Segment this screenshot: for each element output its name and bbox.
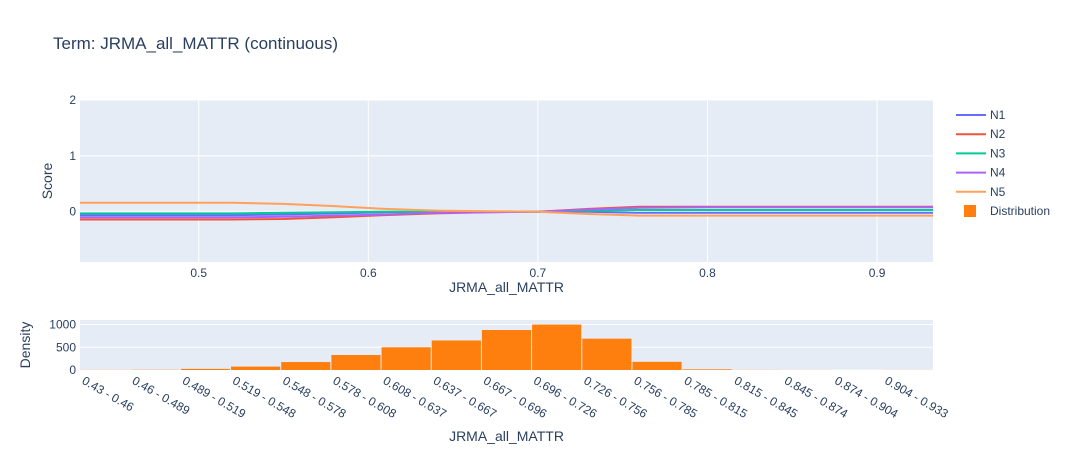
y-tick-label: 0 [69,205,76,219]
x-axis-title: JRMA_all_MATTR [449,279,564,295]
bar [281,362,331,370]
series-line-n5 [80,201,933,217]
x-axis-title: JRMA_all_MATTR [449,428,564,444]
y-tick-label: 1000 [49,318,76,332]
bar [481,330,532,370]
x-tick-label: 0.7 [530,266,547,280]
x-tick-label: 0.6 [360,266,377,280]
bar [431,340,481,370]
legend-label: N5 [990,185,1006,199]
y-axis-title: Density [17,322,33,369]
legend-item-n5: N5 [956,185,1006,199]
score-plot-background [80,100,933,262]
legend-label: N3 [990,146,1006,160]
y-tick-label: 1 [69,149,76,163]
y-tick-label: 0 [69,363,76,377]
legend-item-distribution: Distribution [964,204,1050,218]
legend: N1 N2 N3 N4 N5 Distribution [956,108,1050,218]
legend-label: N4 [990,166,1006,180]
legend-label: N1 [990,108,1006,122]
series-line-n4 [80,206,933,219]
legend-label: Distribution [990,204,1050,218]
bar [231,366,281,370]
bar [381,347,431,370]
legend-item-n4: N4 [956,166,1006,180]
y-tick-label: 2 [69,93,76,107]
bar [632,361,682,370]
x-tick-label: 0.8 [699,266,716,280]
y-tick-label: 500 [56,340,76,354]
legend-item-n1: N1 [956,108,1006,122]
bar [180,368,231,370]
bar [532,324,582,370]
legend-swatch [964,205,976,217]
score-plot: 0.5 0.6 0.7 0.8 0.9 0 1 2 JRMA_all_MATTR Score [39,93,933,295]
chart-title: Term: JRMA_all_MATTR (continuous) [53,34,338,53]
legend-item-n3: N3 [956,146,1006,160]
x-tick-label: 0.9 [869,266,886,280]
x-tick-label: 0.5 [190,266,207,280]
bar [331,355,381,370]
legend-item-n2: N2 [956,127,1006,141]
bar [682,369,732,370]
bar [582,338,632,370]
x-tick-label: 0.43 - 0.46 [80,373,137,414]
legend-label: N2 [990,127,1006,141]
y-axis-title: Score [39,163,55,200]
